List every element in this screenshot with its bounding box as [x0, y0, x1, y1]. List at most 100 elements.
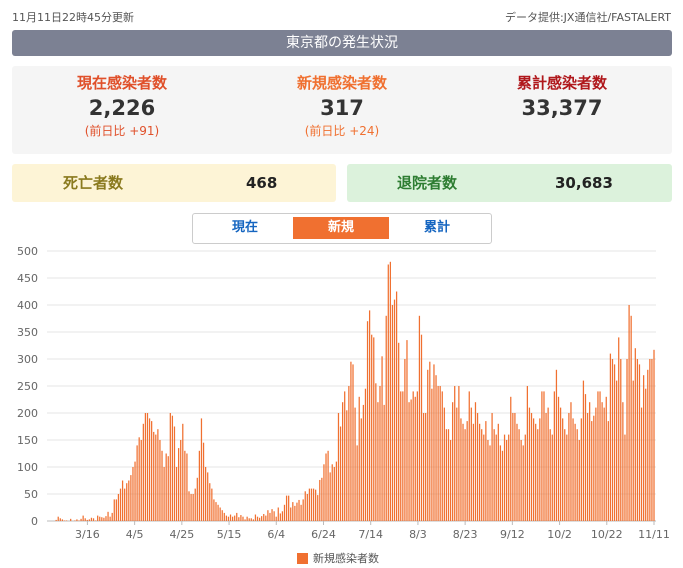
bar — [290, 507, 292, 521]
bar — [454, 386, 456, 521]
bar — [584, 394, 587, 521]
bar — [429, 361, 431, 521]
total-value: 33,377 — [521, 96, 603, 120]
bar — [634, 348, 636, 521]
bar — [645, 388, 647, 521]
bar — [503, 434, 506, 521]
chart-x-ticks: 3/16 4/5 4/25 5/15 6/4 6/24 7/14 8/3 8/23 9/12 10/… — [75, 521, 670, 541]
bar — [547, 407, 549, 521]
tab-total[interactable]: 累計 — [423, 220, 450, 235]
bar — [350, 361, 352, 521]
bar — [209, 483, 211, 521]
bar — [622, 402, 624, 521]
bar — [346, 410, 348, 521]
stat-new: 新規感染者数 317 (前日比 +24) — [232, 72, 452, 140]
bar — [204, 467, 207, 521]
bar — [184, 450, 186, 521]
bar — [418, 315, 421, 521]
bar — [219, 507, 221, 521]
bar — [470, 407, 472, 521]
bar — [74, 520, 76, 521]
bar — [595, 407, 597, 521]
bar — [171, 415, 174, 521]
bar — [618, 337, 620, 521]
bar — [383, 404, 385, 521]
bar — [256, 516, 259, 521]
bar — [263, 513, 265, 521]
bar — [153, 431, 155, 521]
bar — [55, 519, 57, 521]
bar — [319, 479, 321, 521]
bar — [223, 512, 225, 521]
bar — [616, 380, 618, 521]
bar — [252, 519, 254, 521]
bar — [159, 440, 161, 521]
bar — [543, 391, 545, 521]
bar — [217, 504, 219, 521]
bar — [638, 364, 641, 521]
bar — [632, 380, 634, 521]
data-source: データ提供:JX通信社/FASTALERT — [504, 11, 671, 24]
bar — [553, 391, 555, 521]
chart-legend[interactable]: 新規感染者数 — [297, 550, 379, 565]
bar — [628, 305, 630, 521]
bar — [128, 480, 130, 521]
bar — [406, 340, 408, 521]
bar — [225, 515, 227, 521]
bar — [385, 315, 387, 521]
y-tick-label: 150 — [17, 434, 38, 447]
bar — [265, 515, 267, 521]
bar — [530, 413, 533, 521]
bar — [70, 518, 72, 521]
bar — [653, 349, 655, 521]
bar — [572, 418, 574, 521]
bar — [231, 516, 234, 521]
x-tick-label: 5/15 — [217, 528, 242, 541]
bar — [337, 413, 340, 521]
bar — [545, 413, 547, 521]
bar — [194, 488, 196, 521]
bar — [146, 413, 149, 521]
bar — [630, 315, 632, 521]
bar — [134, 461, 136, 521]
bar — [331, 464, 333, 521]
bar — [528, 407, 531, 521]
bar — [522, 445, 524, 521]
bar — [65, 520, 68, 521]
bar — [483, 434, 485, 521]
x-tick-label: 8/3 — [409, 528, 427, 541]
bar — [601, 402, 603, 521]
bar — [404, 359, 406, 521]
bar — [416, 391, 418, 521]
bar — [227, 516, 230, 521]
tab-current[interactable]: 現在 — [231, 220, 258, 235]
bar — [300, 504, 302, 521]
tab-new[interactable]: 新規 — [293, 217, 389, 239]
bar — [173, 426, 176, 521]
bar — [109, 516, 111, 521]
bar — [99, 516, 101, 521]
bar — [86, 519, 88, 521]
bar — [271, 509, 273, 521]
bar — [277, 507, 279, 521]
bar — [510, 396, 512, 521]
bar — [115, 499, 117, 521]
bar — [462, 423, 464, 521]
bar — [402, 391, 404, 521]
bar — [121, 480, 124, 521]
bar — [391, 305, 394, 521]
bar — [559, 407, 562, 521]
bar — [393, 299, 396, 521]
bar — [445, 429, 448, 521]
bar — [240, 515, 242, 521]
bar — [566, 434, 568, 521]
bar — [643, 375, 645, 521]
bar — [138, 437, 140, 521]
bar — [244, 519, 246, 521]
bar — [63, 520, 66, 521]
bar — [151, 421, 153, 521]
bar — [358, 396, 360, 521]
bar — [94, 520, 97, 521]
bar — [555, 369, 558, 521]
bar — [310, 488, 313, 521]
